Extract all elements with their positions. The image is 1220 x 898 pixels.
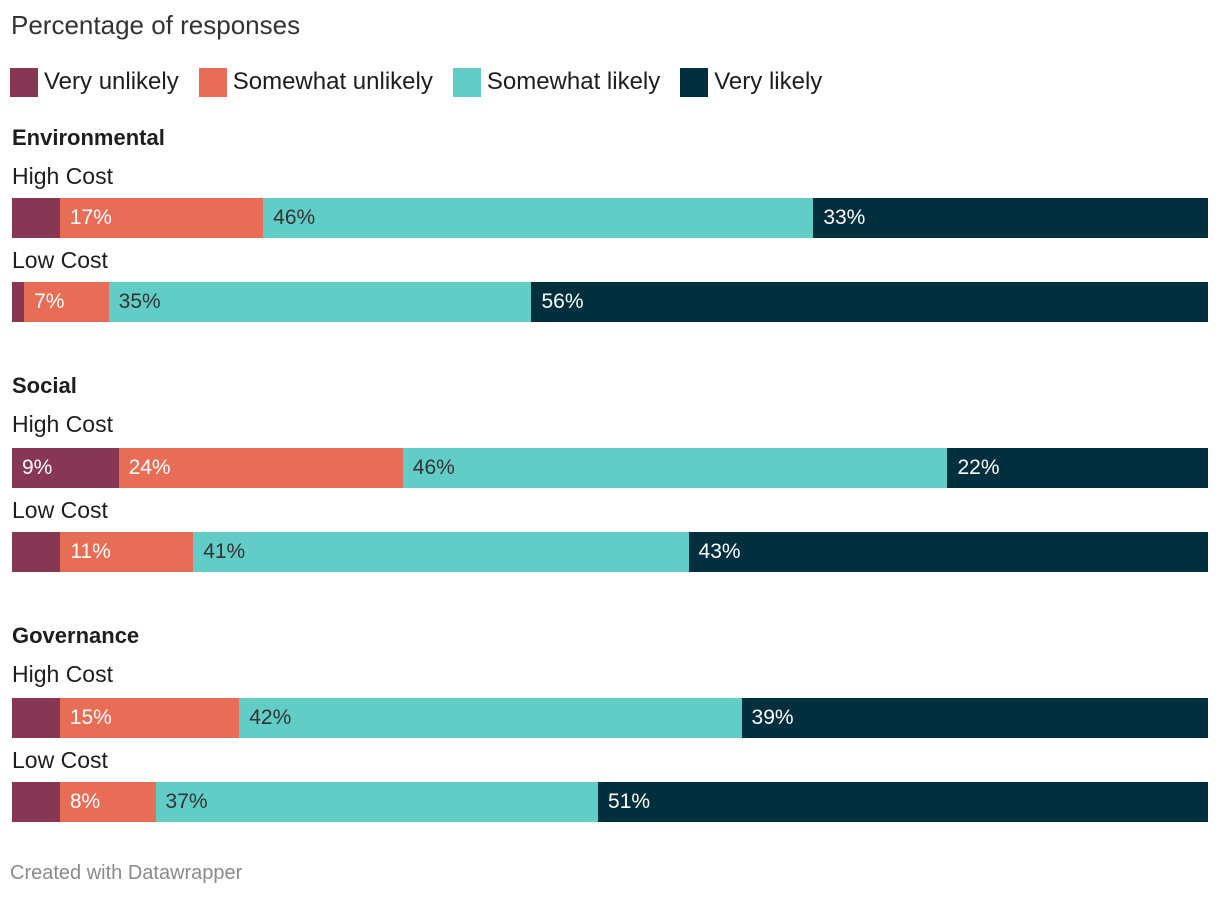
bar-segment-somewhat-unlikely: 11% <box>60 532 194 572</box>
legend-swatch-very-likely <box>680 67 709 97</box>
bar-segment-somewhat-likely: 46% <box>402 448 948 488</box>
bar-segment-somewhat-unlikely: 24% <box>118 448 404 488</box>
legend-item-somewhat-unlikely: Somewhat unlikely <box>198 67 433 97</box>
bar-segment-very-likely: 56% <box>531 282 1208 322</box>
legend-label-very-unlikely: Very unlikely <box>44 68 179 95</box>
footer-credit: Created with Datawrapper <box>10 862 243 884</box>
row-label-environmental-high-cost: High Cost <box>12 163 113 189</box>
bar-segment-somewhat-unlikely: 17% <box>59 198 264 238</box>
legend-label-very-likely: Very likely <box>714 68 823 95</box>
legend-item-very-unlikely: Very unlikely <box>10 67 179 97</box>
row-label-governance-low-cost: Low Cost <box>12 747 108 773</box>
legend-label-somewhat-unlikely: Somewhat unlikely <box>232 68 433 95</box>
bar-environmental-low-cost: 7% 35% 56% <box>12 282 1208 322</box>
bar-segment-very-unlikely <box>12 198 61 238</box>
bar-segment-very-likely: 51% <box>598 782 1208 822</box>
bar-environmental-high-cost: 17% 46% 33% <box>12 198 1208 238</box>
bar-segment-somewhat-unlikely: 15% <box>59 698 240 738</box>
legend-swatch-somewhat-unlikely <box>198 67 227 97</box>
bar-segment-somewhat-unlikely: 8% <box>59 782 156 822</box>
bar-segment-somewhat-likely: 37% <box>155 782 599 822</box>
legend: Very unlikely Somewhat unlikely Somewhat… <box>10 66 842 98</box>
group-title-environmental: Environmental <box>12 125 165 150</box>
group-title-governance: Governance <box>12 623 140 648</box>
bar-governance-high-cost: 15% 42% 39% <box>12 698 1208 738</box>
chart-subtitle: Percentage of responses <box>11 10 301 40</box>
bar-social-high-cost: 9% 24% 46% 22% <box>12 448 1208 488</box>
row-label-social-low-cost: Low Cost <box>12 497 108 523</box>
legend-item-somewhat-likely: Somewhat likely <box>452 67 661 97</box>
bar-segment-somewhat-likely: 35% <box>108 282 532 322</box>
bar-segment-very-unlikely <box>12 782 61 822</box>
row-label-social-high-cost: High Cost <box>12 411 113 437</box>
row-label-governance-high-cost: High Cost <box>12 661 113 687</box>
legend-label-somewhat-likely: Somewhat likely <box>486 68 661 95</box>
bar-segment-very-likely: 43% <box>688 532 1208 572</box>
bar-segment-somewhat-likely: 41% <box>193 532 690 572</box>
legend-swatch-somewhat-likely <box>452 67 481 97</box>
bar-segment-very-likely: 39% <box>741 698 1208 738</box>
bar-segment-somewhat-likely: 42% <box>239 698 743 738</box>
bar-segment-very-likely: 33% <box>813 198 1208 238</box>
row-label-environmental-low-cost: Low Cost <box>12 247 108 273</box>
bar-segment-very-unlikely <box>12 282 25 322</box>
bar-segment-very-unlikely: 9% <box>12 448 120 488</box>
legend-item-very-likely: Very likely <box>680 67 823 97</box>
bar-governance-low-cost: 8% 37% 51% <box>12 782 1208 822</box>
bar-segment-very-likely: 22% <box>947 448 1208 488</box>
group-title-social: Social <box>12 373 77 398</box>
bar-segment-somewhat-unlikely: 7% <box>24 282 110 322</box>
bar-segment-somewhat-likely: 46% <box>263 198 814 238</box>
bar-segment-very-unlikely <box>12 532 61 572</box>
bar-segment-very-unlikely <box>12 698 61 738</box>
bar-social-low-cost: 11% 41% 43% <box>12 532 1208 572</box>
legend-swatch-very-unlikely <box>10 67 38 97</box>
